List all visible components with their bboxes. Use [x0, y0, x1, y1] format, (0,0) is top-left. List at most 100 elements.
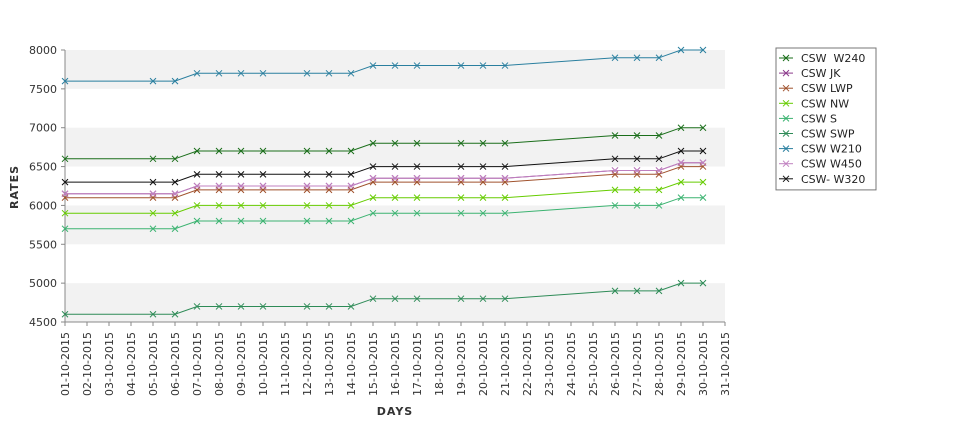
data-point [457, 194, 465, 202]
data-point [655, 287, 663, 295]
series-7 [61, 46, 707, 85]
data-point [413, 194, 421, 202]
legend-item: CSW S [779, 112, 837, 125]
x-tick-label: 03-10-2015 [103, 332, 116, 396]
data-point [61, 77, 69, 85]
data-point [171, 310, 179, 318]
data-point [677, 147, 685, 155]
series-6 [61, 279, 707, 318]
data-point [501, 209, 509, 217]
data-point [677, 194, 685, 202]
data-point [347, 147, 355, 155]
data-point [677, 159, 685, 167]
data-point [457, 163, 465, 170]
data-point [369, 163, 377, 170]
legend-swatch-marker [782, 115, 790, 122]
legend-item: CSW W450 [779, 158, 862, 171]
legend-swatch-marker [782, 69, 790, 77]
data-point [171, 190, 179, 198]
data-point [193, 69, 201, 77]
data-point [611, 202, 619, 209]
data-point [633, 202, 641, 209]
data-point [633, 287, 641, 295]
data-point [237, 182, 245, 190]
y-tick-label: 4500 [29, 316, 57, 329]
data-point [215, 182, 223, 190]
data-point [391, 163, 399, 170]
x-axis-label: DAYS [377, 405, 413, 418]
data-point [193, 202, 201, 209]
legend-item: CSW NW [779, 97, 849, 110]
data-point [171, 77, 179, 85]
data-point [325, 182, 333, 190]
data-point [259, 303, 267, 310]
legend-swatch-marker [782, 145, 790, 152]
x-tick-label: 13-10-2015 [323, 332, 336, 396]
data-point [457, 295, 465, 303]
data-point [193, 217, 201, 225]
data-point [413, 163, 421, 170]
data-point [501, 174, 509, 182]
data-point [391, 194, 399, 202]
x-tick-label: 07-10-2015 [191, 332, 204, 396]
data-point [633, 167, 641, 174]
data-point [479, 139, 487, 147]
x-tick-label: 11-10-2015 [279, 332, 292, 396]
series-1 [61, 124, 707, 163]
data-point [391, 174, 399, 182]
data-point [677, 279, 685, 287]
x-tick-label: 24-10-2015 [565, 332, 578, 396]
data-point [633, 155, 641, 163]
data-point [391, 209, 399, 217]
data-point [655, 186, 663, 194]
data-point [479, 174, 487, 182]
data-point [457, 62, 465, 69]
x-tick-label: 20-10-2015 [477, 332, 490, 396]
data-point [347, 217, 355, 225]
legend-label: CSW NW [801, 97, 849, 110]
y-tick-label: 6500 [29, 161, 57, 174]
data-point [193, 303, 201, 310]
data-point [61, 225, 69, 233]
data-point [215, 217, 223, 225]
data-point [479, 194, 487, 202]
data-point [149, 178, 157, 186]
series-9 [61, 147, 707, 186]
data-point [347, 303, 355, 310]
data-point [171, 155, 179, 163]
data-point [369, 295, 377, 303]
data-point [699, 147, 707, 155]
data-point [259, 170, 267, 178]
legend-label: CSW W240 [801, 52, 865, 65]
data-point [215, 303, 223, 310]
x-tick-label: 19-10-2015 [455, 332, 468, 396]
series-4 [61, 178, 707, 217]
data-point [479, 295, 487, 303]
x-tick-label: 17-10-2015 [411, 332, 424, 396]
data-point [369, 194, 377, 202]
data-point [193, 182, 201, 190]
data-point [391, 139, 399, 147]
legend-item: CSW W240 [779, 52, 865, 65]
data-point [501, 139, 509, 147]
x-tick-label: 08-10-2015 [213, 332, 226, 396]
legend-label: CSW W450 [801, 158, 862, 171]
x-tick-label: 15-10-2015 [367, 332, 380, 396]
data-point [171, 178, 179, 186]
data-point [611, 287, 619, 295]
data-point [633, 186, 641, 194]
data-point [193, 170, 201, 178]
data-point [237, 303, 245, 310]
data-point [501, 62, 509, 69]
legend-swatch-marker [782, 54, 790, 62]
data-point [215, 147, 223, 155]
data-point [369, 209, 377, 217]
series-8 [61, 159, 707, 198]
data-point [61, 190, 69, 198]
x-tick-label: 10-10-2015 [257, 332, 270, 396]
data-point [699, 178, 707, 186]
data-point [237, 170, 245, 178]
data-point [611, 167, 619, 174]
data-point [237, 147, 245, 155]
data-point [655, 202, 663, 209]
